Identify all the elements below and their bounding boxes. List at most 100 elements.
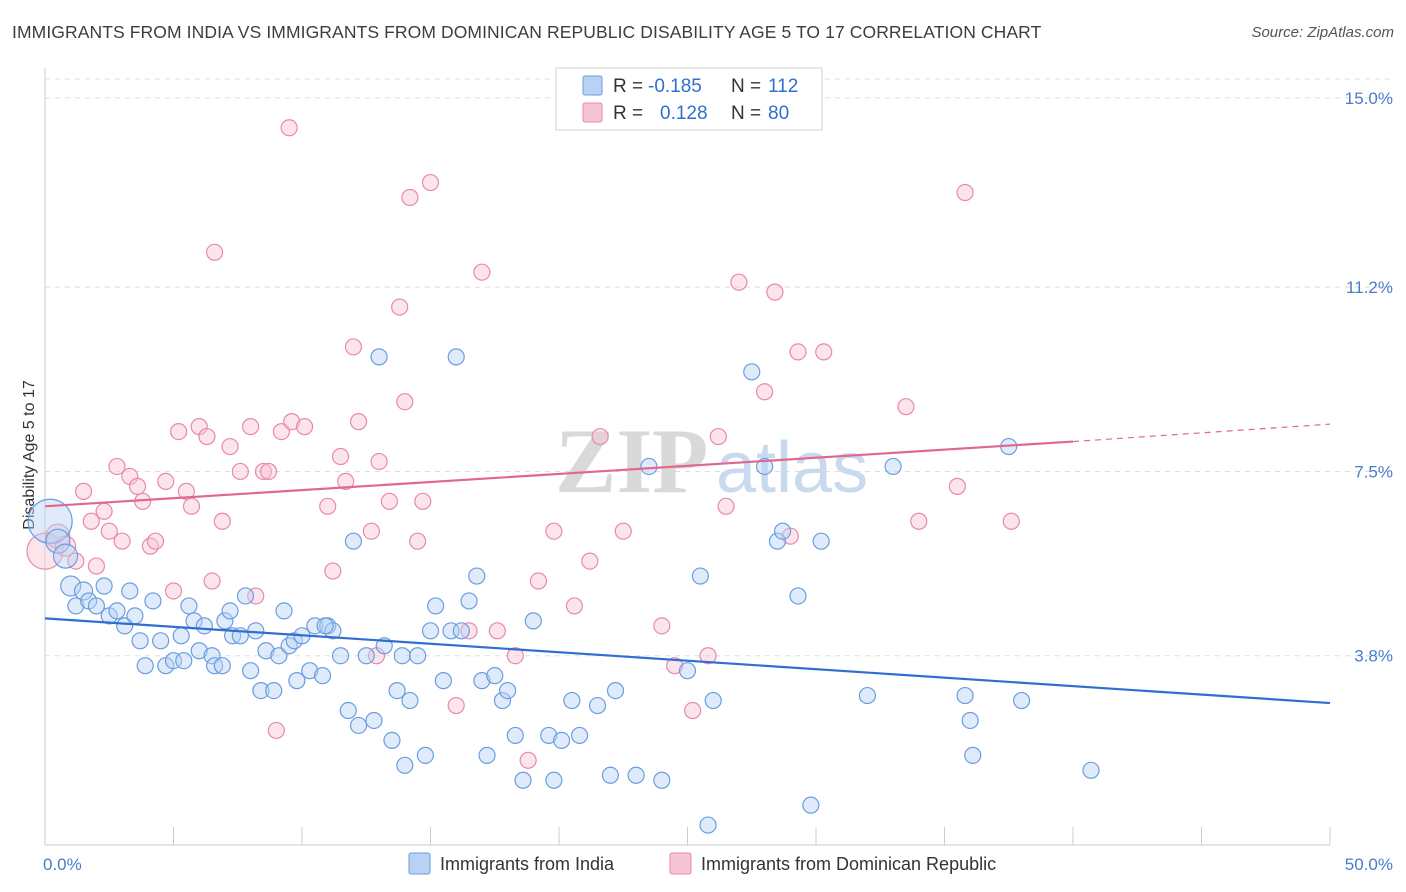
india-point bbox=[27, 498, 73, 544]
india-point bbox=[126, 607, 144, 625]
dominican-point bbox=[519, 751, 537, 769]
y-axis-title: Disability Age 5 to 17 bbox=[21, 380, 38, 530]
india-point bbox=[570, 726, 589, 745]
x-tick-labels: 0.0% 50.0% bbox=[43, 855, 1393, 874]
india-point bbox=[421, 622, 440, 640]
dominican-point bbox=[447, 696, 465, 715]
india-point bbox=[73, 581, 94, 601]
dominican-point bbox=[82, 512, 100, 530]
dominican-point bbox=[506, 647, 524, 665]
india-point bbox=[60, 575, 82, 597]
dominican-point bbox=[409, 532, 427, 550]
india-point bbox=[789, 587, 807, 605]
dominican-point bbox=[95, 502, 113, 520]
india-point bbox=[704, 691, 722, 710]
x-tick-label: 0.0% bbox=[43, 855, 82, 874]
india-point bbox=[540, 726, 558, 745]
india-point bbox=[242, 662, 260, 680]
dominican-point bbox=[242, 418, 260, 436]
india-point bbox=[52, 543, 79, 569]
india-point bbox=[858, 686, 877, 705]
dominican-point bbox=[164, 582, 183, 600]
dominican-point bbox=[529, 572, 548, 590]
chart-title: IMMIGRANTS FROM INDIA VS IMMIGRANTS FROM… bbox=[12, 22, 1042, 42]
dominican-point bbox=[280, 119, 298, 137]
india-point bbox=[393, 647, 411, 665]
axes bbox=[44, 68, 1331, 846]
dominican-point bbox=[755, 383, 774, 401]
series-legend-swatch-dominican bbox=[669, 852, 692, 875]
india-point bbox=[499, 681, 517, 700]
india-point bbox=[131, 632, 149, 650]
india-point bbox=[416, 746, 434, 764]
dominican-point bbox=[730, 273, 748, 291]
india-point bbox=[468, 567, 486, 585]
series-legend-label-dominican: Immigrants from Dominican Republic bbox=[701, 854, 996, 874]
dominican-point bbox=[177, 482, 195, 500]
correlation-legend: R = -0.185 N = 112 R = 0.128 N = 80 bbox=[555, 67, 823, 131]
dominican-point bbox=[344, 338, 362, 356]
dominican-point bbox=[699, 647, 717, 665]
dominican-point bbox=[146, 532, 165, 550]
india-point bbox=[216, 612, 234, 630]
dominican-point bbox=[87, 557, 106, 575]
india-point bbox=[768, 532, 787, 550]
india-point bbox=[316, 617, 334, 635]
y-tick-label: 3.8% bbox=[1354, 647, 1393, 666]
india-point bbox=[288, 672, 306, 690]
dominican-point bbox=[684, 701, 702, 720]
dominican-point bbox=[319, 497, 337, 515]
india-point bbox=[175, 652, 193, 670]
dominican-point bbox=[295, 418, 314, 436]
india-point bbox=[313, 667, 332, 685]
india-point bbox=[486, 667, 504, 685]
dominican-point bbox=[473, 263, 491, 281]
dominican-point bbox=[666, 657, 684, 675]
india-point bbox=[812, 532, 830, 550]
watermark-zip: ZIP bbox=[555, 410, 708, 512]
dominican-point bbox=[157, 472, 175, 491]
india-point bbox=[493, 691, 512, 710]
india-point bbox=[514, 771, 532, 789]
gridlines bbox=[45, 78, 1392, 657]
india-point bbox=[144, 592, 162, 610]
india-points bbox=[27, 348, 1100, 834]
india-point bbox=[755, 457, 774, 476]
dominican-trend-line bbox=[44, 440, 1074, 508]
india-point bbox=[884, 457, 902, 476]
dominican-point bbox=[815, 343, 833, 361]
india-point bbox=[802, 796, 820, 814]
dominican-point bbox=[709, 427, 727, 446]
india-point bbox=[152, 632, 170, 650]
dominican-point bbox=[614, 522, 632, 540]
dominican-point bbox=[141, 537, 159, 555]
india-point bbox=[653, 771, 671, 789]
y-tick-label: 11.2% bbox=[1346, 278, 1393, 297]
india-point bbox=[344, 532, 362, 550]
legend-r-label-india: R = bbox=[613, 76, 643, 97]
dominican-point bbox=[370, 452, 388, 471]
india-point bbox=[606, 681, 625, 700]
dominican-points bbox=[26, 119, 1020, 769]
india-point bbox=[221, 602, 239, 620]
india-point bbox=[678, 662, 697, 680]
dominican-point bbox=[128, 477, 147, 495]
dominican-point bbox=[182, 497, 201, 515]
dominican-point bbox=[591, 427, 609, 446]
dominican-point bbox=[100, 522, 118, 540]
legend-r-label-dominican: R = bbox=[613, 103, 643, 124]
india-point bbox=[563, 691, 581, 710]
legend-swatch-india bbox=[582, 75, 603, 96]
trend-lines bbox=[44, 423, 1331, 705]
x-tick-label: 50.0% bbox=[1345, 855, 1393, 874]
dominican-trend-extension bbox=[1072, 423, 1331, 443]
dominican-point bbox=[766, 283, 784, 301]
india-point bbox=[87, 597, 106, 615]
india-point bbox=[743, 363, 761, 381]
series-legend-swatch-india bbox=[408, 852, 431, 875]
source-label: Source: ZipAtlas.com bbox=[1251, 24, 1394, 41]
dominican-point bbox=[213, 512, 231, 530]
india-point bbox=[691, 567, 709, 585]
india-point bbox=[108, 602, 126, 620]
